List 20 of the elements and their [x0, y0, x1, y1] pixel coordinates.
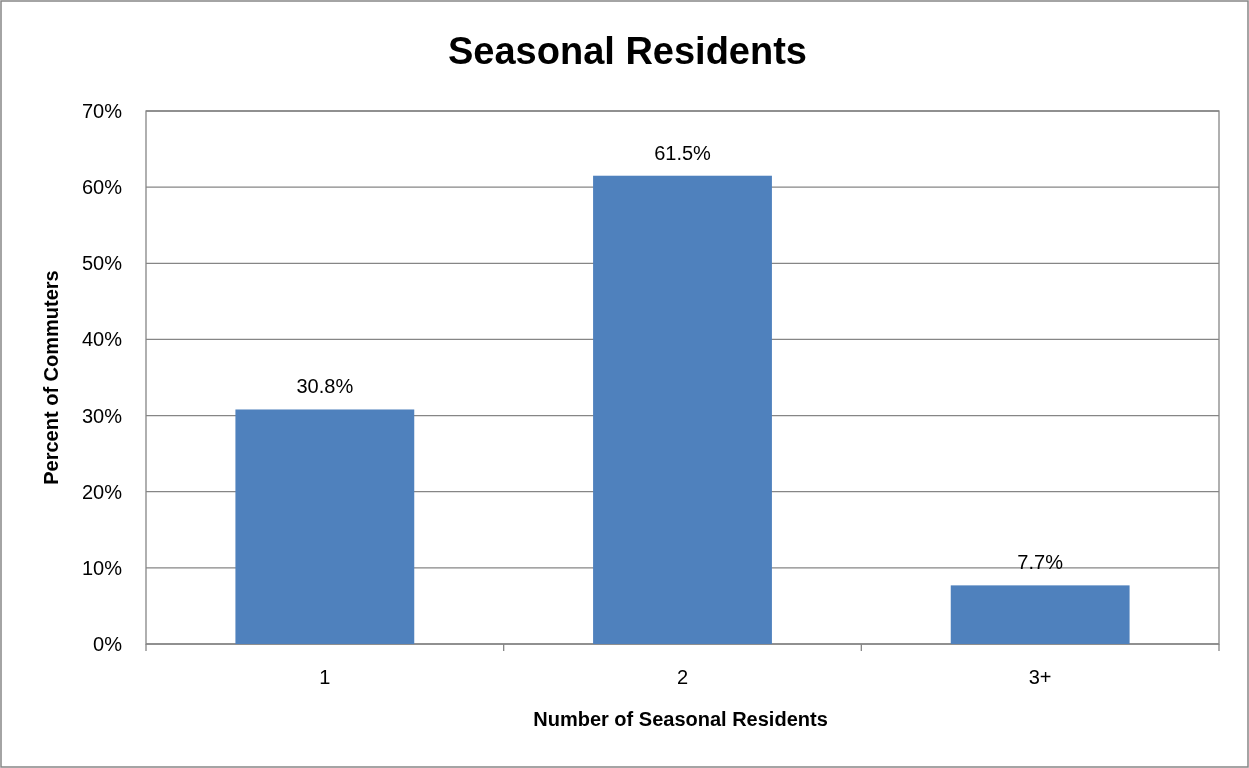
y-tick-label: 30%: [81, 404, 123, 427]
x-tick-label: 1: [319, 666, 331, 688]
data-label: 61.5%: [654, 141, 712, 164]
data-label: 30.8%: [296, 375, 354, 398]
x-tick-label: 3+: [1028, 666, 1052, 688]
y-axis-title: Percent of Commuters: [40, 270, 62, 485]
y-tick-label: 10%: [81, 556, 123, 579]
bar: [593, 175, 772, 644]
data-label: 7.7%: [1017, 551, 1064, 574]
y-tick-label: 20%: [81, 480, 123, 503]
y-tick-label: 0%: [93, 633, 123, 655]
bar: [950, 585, 1130, 644]
y-tick-label: 40%: [81, 328, 123, 351]
y-tick-label: 70%: [81, 100, 123, 122]
x-axis-title: Number of Seasonal Residents: [533, 708, 828, 730]
y-tick-label: 50%: [81, 252, 123, 275]
x-tick-label: 2: [676, 666, 689, 688]
y-tick-label: 60%: [81, 176, 123, 199]
bar: [235, 409, 415, 644]
chart-title: Seasonal Residents: [447, 30, 808, 72]
